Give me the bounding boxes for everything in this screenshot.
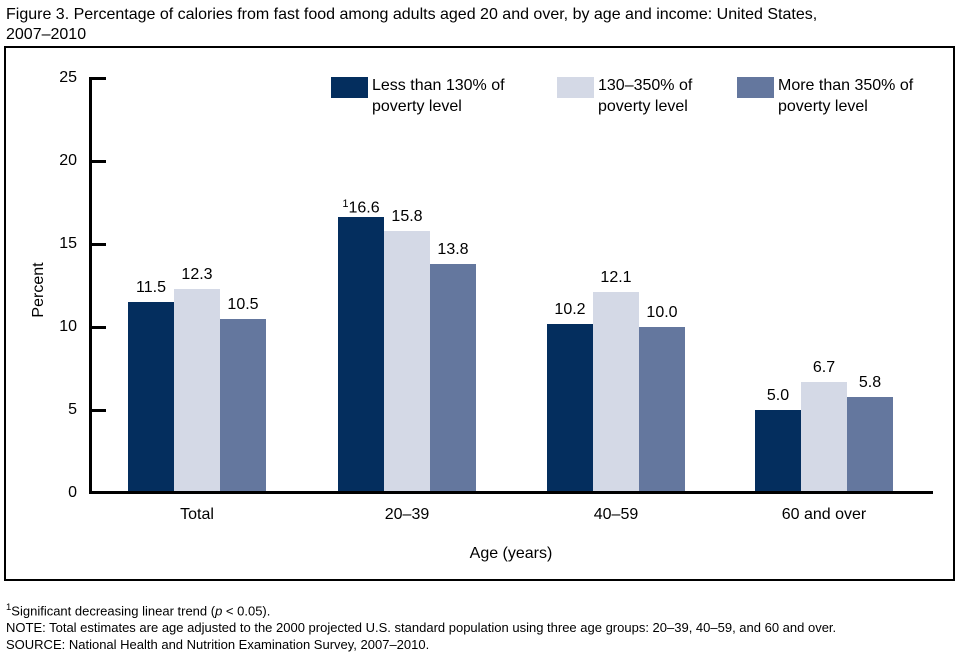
- legend-label-line: More than 350% of: [778, 77, 914, 94]
- legend-label: 130–350% of poverty level: [598, 75, 692, 117]
- bar-value-label: 12.1: [600, 269, 632, 287]
- footnote-italic: p: [215, 603, 223, 619]
- bar-130-350-of-poverty-level: [384, 230, 430, 493]
- legend-swatch: [737, 77, 774, 98]
- footnote-marker: 1: [6, 602, 12, 613]
- bar-value-label: 5.8: [858, 373, 882, 391]
- footnote-line: 1Significant decreasing linear trend (p …: [6, 602, 271, 619]
- y-tick-label: 25: [59, 69, 77, 86]
- bar-130-350-of-poverty-level: [801, 381, 847, 493]
- plot-area: Percent Age (years) Less than 130% of pov…: [6, 48, 953, 579]
- legend-label-line: poverty level: [598, 98, 688, 115]
- y-tick-label: 15: [59, 235, 77, 252]
- y-tick-label: 5: [68, 401, 77, 418]
- bar-value-label: 6.7: [812, 358, 836, 376]
- legend-swatch: [557, 77, 594, 98]
- bar-more-than-350-of-poverty-level: [639, 327, 685, 493]
- footnotes: 1Significant decreasing linear trend (p …: [6, 599, 954, 653]
- bar-value-label: 10.0: [646, 304, 678, 321]
- y-tick-label: 0: [68, 484, 77, 501]
- y-tick: [89, 159, 106, 163]
- x-axis-title: Age (years): [469, 545, 553, 562]
- y-tick: [89, 76, 106, 80]
- bar-less-than-130-of-poverty-level: [128, 302, 174, 493]
- chart-frame: Percent Age (years) Less than 130% of pov…: [4, 46, 955, 581]
- x-category-label: 60 and over: [781, 506, 867, 523]
- bar-value-label: 12.3: [181, 265, 213, 283]
- footnote-line: NOTE: Total estimates are age adjusted t…: [6, 620, 837, 636]
- bar-less-than-130-of-poverty-level: [755, 410, 801, 493]
- legend-label-line: 130–350% of: [598, 77, 693, 94]
- y-tick: [89, 242, 106, 246]
- footnote-line: SOURCE: National Health and Nutrition Ex…: [6, 637, 430, 653]
- bar-value-label: 15.8: [391, 207, 423, 225]
- legend-label-line: poverty level: [372, 98, 462, 115]
- bar-value-label: 10.2: [554, 300, 586, 318]
- bar-130-350-of-poverty-level: [593, 292, 639, 493]
- bar-less-than-130-of-poverty-level: [547, 323, 593, 493]
- legend-label-line: Less than 130% of: [372, 77, 505, 94]
- x-category-label: 40–59: [593, 506, 639, 523]
- bar-value-label: 13.8: [437, 240, 469, 258]
- legend-label-line: poverty level: [778, 98, 868, 115]
- bar-more-than-350-of-poverty-level: [220, 318, 266, 493]
- bar-more-than-350-of-poverty-level: [430, 263, 476, 493]
- y-tick-label: 20: [59, 152, 77, 169]
- legend-label: More than 350% of poverty level: [778, 75, 913, 117]
- y-tick: [89, 408, 106, 412]
- figure-title-line1: Figure 3. Percentage of calories from fa…: [6, 6, 818, 23]
- x-baseline: [89, 491, 933, 494]
- legend-label: Less than 130% of poverty level: [372, 75, 505, 117]
- figure-title: Figure 3. Percentage of calories from fa…: [6, 5, 950, 45]
- significance-marker: 1: [342, 198, 349, 211]
- bar-value-label: 116.6: [342, 198, 380, 217]
- bar-less-than-130-of-poverty-level: [338, 217, 384, 493]
- bar-value-label: 10.5: [227, 295, 259, 313]
- y-tick-label: 10: [59, 318, 77, 335]
- y-tick: [89, 325, 106, 329]
- x-category-label: Total: [180, 506, 214, 523]
- bar-value-label: 11.5: [136, 279, 166, 297]
- bar-value-label: 5.0: [766, 387, 790, 404]
- figure-title-line2: 2007–2010: [6, 26, 87, 43]
- bar-130-350-of-poverty-level: [174, 288, 220, 493]
- bar-more-than-350-of-poverty-level: [847, 396, 893, 493]
- y-axis-line: [89, 77, 92, 494]
- legend-swatch: [331, 77, 368, 98]
- x-category-label: 20–39: [384, 506, 430, 523]
